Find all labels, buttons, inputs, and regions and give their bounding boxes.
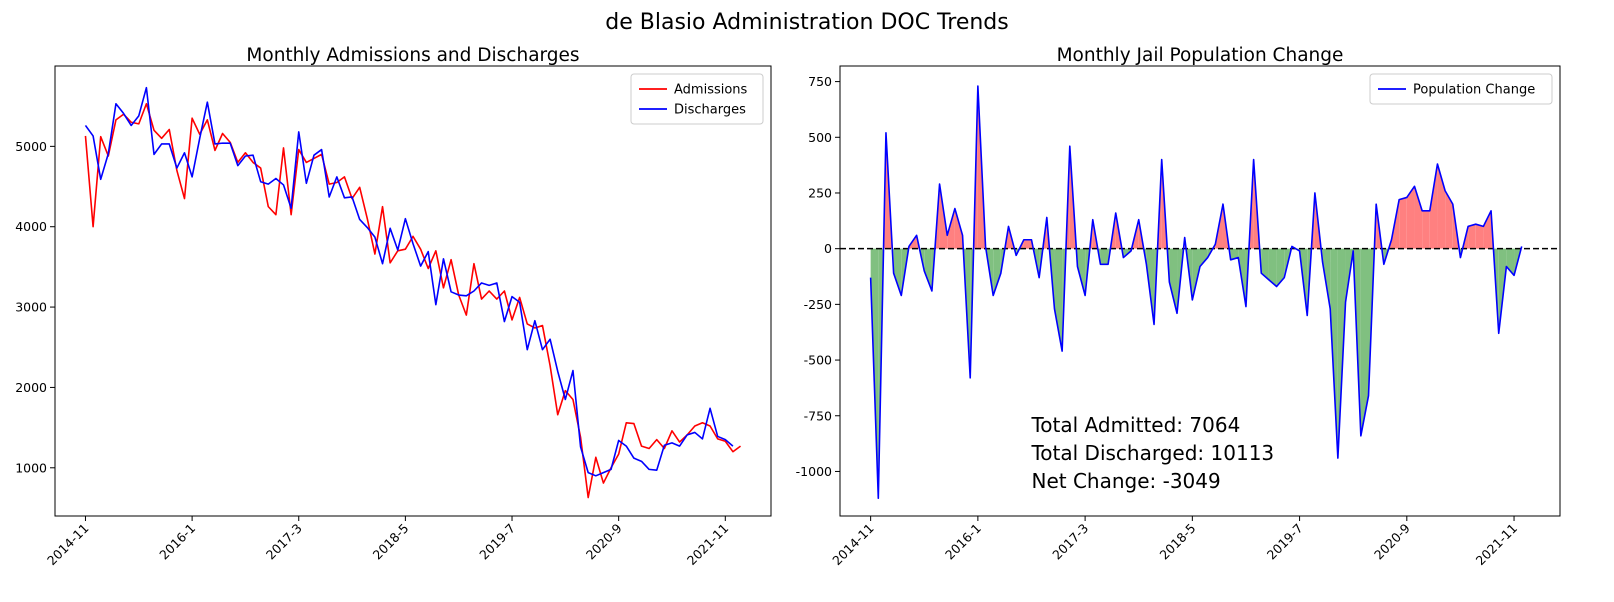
fill-segment <box>947 208 955 249</box>
fill-segment <box>1414 186 1423 249</box>
admissions-discharges-chart: Monthly Admissions and Discharges 1000 200… <box>15 45 772 569</box>
series-line-discharges <box>84 86 734 477</box>
legend-label: Discharges <box>674 103 746 118</box>
y-tick-label: 0 <box>824 241 832 256</box>
fill-segment <box>1422 210 1430 249</box>
legend: Admissions Discharges <box>630 73 764 125</box>
y-tick-label: 3000 <box>15 300 47 315</box>
x-tick-label: 2019-7 <box>1264 521 1306 563</box>
fill-segment <box>1360 248 1369 436</box>
annotation-text: Total Admitted: 7064 <box>1030 413 1240 437</box>
y-tick-label: 4000 <box>15 219 47 234</box>
fill-segment <box>1077 248 1086 296</box>
fill-segment <box>1261 248 1269 280</box>
series-line-population-change <box>869 85 1523 499</box>
legend-box <box>1369 73 1553 105</box>
fill-segment <box>924 248 932 291</box>
fill-segment <box>1475 224 1484 249</box>
legend-box <box>630 73 764 125</box>
fill-segment <box>1399 197 1407 249</box>
x-tick-label: 2020-9 <box>583 520 625 562</box>
x-tick-label: 2014-11 <box>829 521 877 569</box>
x-tick-label: 2018-5 <box>1157 521 1199 563</box>
population-change-chart: Monthly Jail Population Change -1000 -750 -… <box>796 45 1561 569</box>
y-tick-label: -750 <box>804 408 832 423</box>
fill-segment <box>893 248 902 296</box>
y-tick-label: 500 <box>808 130 832 145</box>
legend-label: Population Change <box>1413 83 1535 98</box>
fill-segment <box>954 208 963 249</box>
fill-segment <box>1468 224 1476 249</box>
plot-frame <box>839 65 1561 517</box>
x-tick-label: 2021-11 <box>1473 521 1521 569</box>
y-tick-label: 2000 <box>15 380 47 395</box>
fill-segment <box>1445 190 1453 249</box>
x-tick-label: 2014-11 <box>44 521 92 569</box>
chart-title: Monthly Jail Population Change <box>1057 45 1344 66</box>
fill-segment <box>993 248 1001 296</box>
fill-segment <box>1192 248 1200 300</box>
fill-segment <box>1169 248 1178 314</box>
y-tick-label: 250 <box>808 185 832 200</box>
legend-label: Admissions <box>674 83 748 98</box>
plot-frame <box>54 65 772 517</box>
y-tick-label: -500 <box>804 353 832 368</box>
annotation-text: Total Discharged: 10113 <box>1030 441 1274 465</box>
fill-segment <box>1230 248 1239 260</box>
figure-title: de Blasio Administration DOC Trends <box>605 10 1008 35</box>
x-tick-label: 2020-9 <box>1371 520 1413 562</box>
fill-segment <box>1406 186 1415 249</box>
x-tick-label: 2021-11 <box>684 521 732 569</box>
x-tick-label: 2017-3 <box>1049 521 1091 563</box>
fill-segment <box>1483 210 1492 249</box>
fill-segment <box>1023 239 1032 249</box>
y-tick-label: -1000 <box>796 464 832 479</box>
annotation-text: Net Change: -3049 <box>1031 469 1220 493</box>
chart-title: Monthly Admissions and Discharges <box>246 45 579 66</box>
fill-segment <box>1200 248 1208 267</box>
y-tick-label: 1000 <box>15 460 47 475</box>
fill-segment <box>1268 248 1277 287</box>
series-line-admissions <box>84 102 742 499</box>
fill-segment <box>1100 248 1109 265</box>
y-tick-label: 5000 <box>15 139 47 154</box>
x-tick-label: 2018-5 <box>370 521 412 563</box>
x-tick-label: 2016-1 <box>156 521 198 563</box>
legend: Population Change <box>1369 73 1553 105</box>
x-tick-label: 2019-7 <box>476 521 518 563</box>
fill-segment <box>1154 248 1158 325</box>
x-tick-label: 2017-3 <box>263 521 305 563</box>
fill-segment <box>1054 248 1063 352</box>
y-tick-label: 750 <box>808 74 832 89</box>
fill-segment <box>1429 164 1438 249</box>
fill-segment <box>1276 248 1285 287</box>
y-tick-label: -250 <box>804 297 832 312</box>
x-tick-label: 2016-1 <box>942 521 984 563</box>
